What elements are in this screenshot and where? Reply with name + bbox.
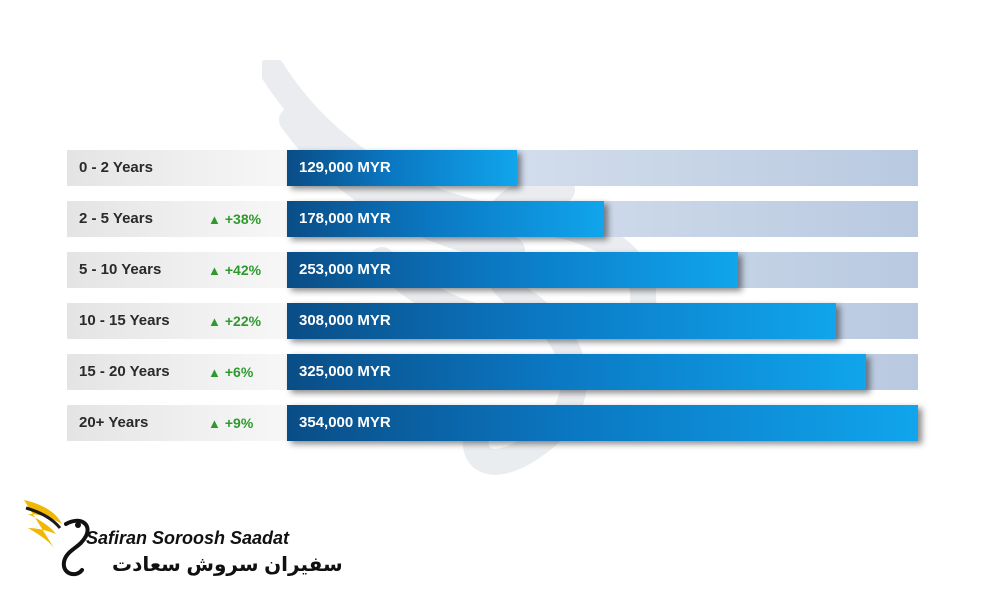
bar: 178,000 MYR [287,201,604,237]
bar-row: 15 - 20 Years ▲ +6% 325,000 MYR [67,354,918,390]
category-label-cell: 20+ Years ▲ +9% [67,405,287,441]
category-label-cell: 2 - 5 Years ▲ +38% [67,201,287,237]
bar: 129,000 MYR [287,150,517,186]
bar-value-label: 253,000 MYR [299,261,391,278]
growth-value: +6% [224,364,254,380]
wing-swan-logo-icon [24,500,90,577]
brand-name-english: Safiran Soroosh Saadat [86,528,290,548]
bar-track: 354,000 MYR [287,405,918,441]
growth-value: +38% [224,211,262,227]
bar-track: 129,000 MYR [287,150,918,186]
bar-row: 10 - 15 Years ▲ +22% 308,000 MYR [67,303,918,339]
growth-label: ▲ +42% [208,252,261,289]
bar: 253,000 MYR [287,252,738,288]
up-triangle-icon: ▲ [208,416,221,431]
bar-value-label: 178,000 MYR [299,210,391,227]
company-logo: Safiran Soroosh Saadat سفیران سروش سعادت [22,494,343,584]
growth-label: ▲ +6% [208,354,253,391]
bar-track: 325,000 MYR [287,354,918,390]
growth-label: ▲ +38% [208,201,261,238]
bar-track: 308,000 MYR [287,303,918,339]
bar: 354,000 MYR [287,405,918,441]
bar-row: 5 - 10 Years ▲ +42% 253,000 MYR [67,252,918,288]
salary-bar-chart: 0 - 2 Years 129,000 MYR 2 - 5 Years ▲ +38% 17… [67,150,918,456]
brand-name-persian: سفیران سروش سعادت [112,554,343,576]
bar-track: 253,000 MYR [287,252,918,288]
bar-value-label: 308,000 MYR [299,312,391,329]
bar: 308,000 MYR [287,303,836,339]
category-label: 0 - 2 Years [79,159,153,176]
growth-value: +9% [224,415,254,431]
bar-value-label: 325,000 MYR [299,363,391,380]
category-label: 15 - 20 Years [79,363,170,380]
bar-value-label: 129,000 MYR [299,159,391,176]
category-label: 10 - 15 Years [79,312,170,329]
up-triangle-icon: ▲ [208,263,221,278]
growth-label: ▲ +22% [208,303,261,340]
category-label-cell: 0 - 2 Years [67,150,287,186]
up-triangle-icon: ▲ [208,365,221,380]
bar-row: 20+ Years ▲ +9% 354,000 MYR [67,405,918,441]
growth-value: +42% [224,262,262,278]
growth-value: +22% [224,313,262,329]
up-triangle-icon: ▲ [208,212,221,227]
bar-row: 0 - 2 Years 129,000 MYR [67,150,918,186]
category-label-cell: 5 - 10 Years ▲ +42% [67,252,287,288]
category-label-cell: 15 - 20 Years ▲ +6% [67,354,287,390]
bar: 325,000 MYR [287,354,866,390]
bar-row: 2 - 5 Years ▲ +38% 178,000 MYR [67,201,918,237]
category-label: 5 - 10 Years [79,261,162,278]
bar-value-label: 354,000 MYR [299,414,391,431]
category-label: 2 - 5 Years [79,210,153,227]
up-triangle-icon: ▲ [208,314,221,329]
growth-label: ▲ +9% [208,405,253,442]
bar-track: 178,000 MYR [287,201,918,237]
category-label-cell: 10 - 15 Years ▲ +22% [67,303,287,339]
category-label: 20+ Years [79,414,149,431]
